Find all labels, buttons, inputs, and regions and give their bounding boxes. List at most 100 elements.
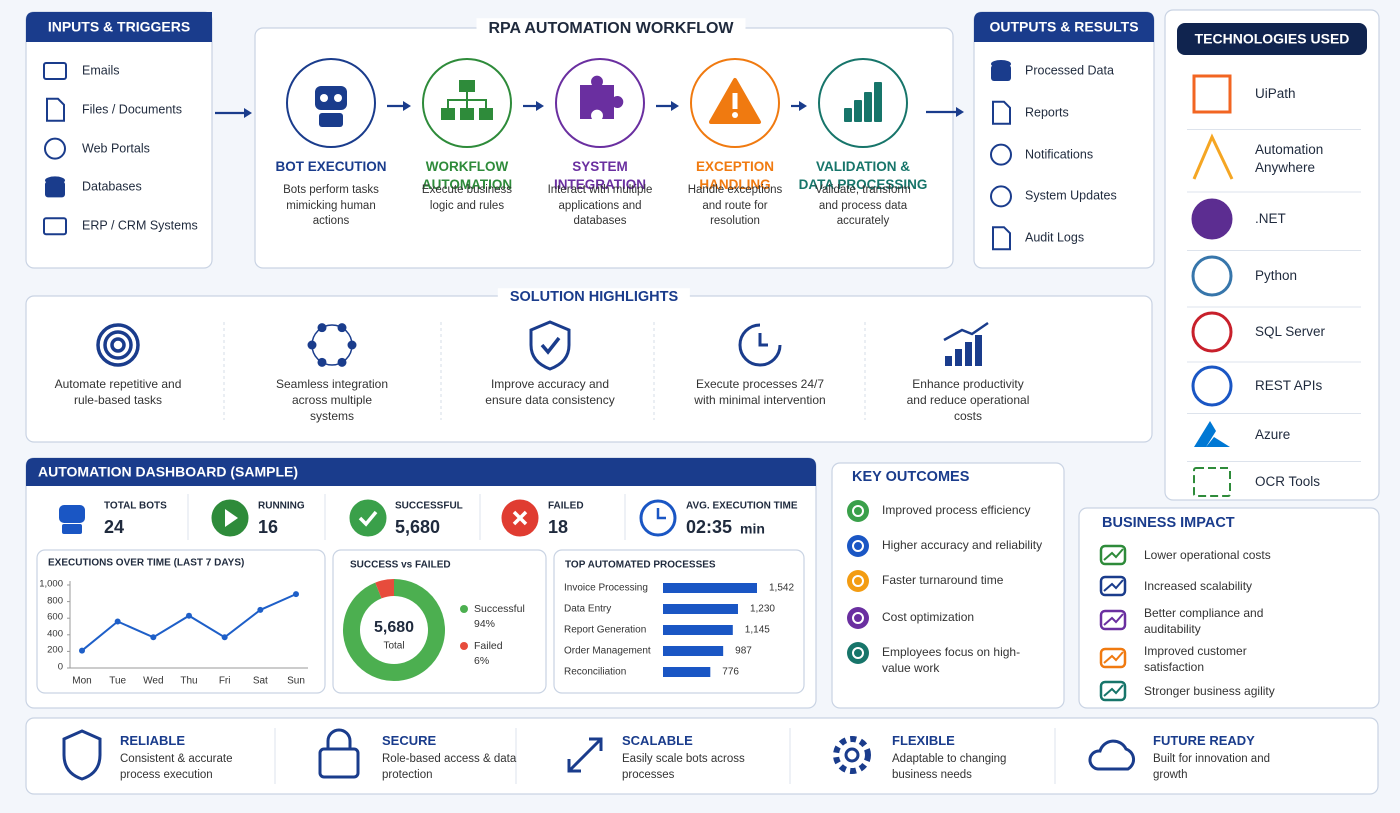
bar (663, 604, 738, 614)
impact-icon (1099, 609, 1127, 631)
impact-icon (1103, 548, 1124, 561)
point (150, 634, 157, 641)
step-icon (864, 92, 872, 122)
footer-title: SECURE (382, 733, 437, 749)
input-item: Emails (82, 63, 120, 78)
point (114, 618, 121, 625)
highlight-icon (110, 337, 126, 353)
impact-title: BUSINESS IMPACT (1102, 515, 1235, 532)
kpi-value: 5,680 (395, 516, 441, 537)
outputs-header (974, 12, 1154, 42)
impact-icon (1103, 579, 1124, 592)
chart-title: TOP AUTOMATED PROCESSES (565, 559, 716, 571)
footer-text: Built for innovation and growth (1153, 753, 1270, 781)
impact-icon (1099, 544, 1127, 566)
arrow-head (799, 101, 807, 111)
donut-center-caption: Total (383, 640, 405, 652)
donut-center-value: 5,680 (373, 619, 415, 637)
impact-text: Better compliance and auditability (1144, 606, 1264, 637)
footer-icon (844, 747, 860, 763)
footer-text: Consistent & accurate process execution (120, 753, 233, 781)
kpi-icon (358, 510, 378, 527)
y-tick-label: 200 (47, 644, 63, 656)
icon (43, 62, 67, 80)
tech-logo (1191, 311, 1233, 353)
x-tick-label: Thu (180, 675, 198, 687)
tech-name: Azure (1255, 426, 1291, 442)
step-text: Bots perform tasks mimicking human actio… (283, 184, 379, 228)
kpi-label: RUNNING (258, 500, 305, 512)
outcome-icon (852, 505, 864, 517)
outcome-icon (852, 647, 864, 659)
category-label: Data Entry (564, 603, 612, 615)
icon (46, 97, 65, 122)
footer-title: FLEXIBLE (892, 733, 955, 749)
impact-panel (1078, 507, 1380, 709)
outcome-icon (852, 540, 864, 552)
kpi-icon (225, 509, 238, 527)
outcome-text: Employees focus on high-value work (882, 645, 1021, 676)
value-label: 1,542 (769, 582, 795, 594)
technologies-header (1177, 23, 1367, 55)
highlight-text: Automate repetitive and rule-based tasks (54, 377, 182, 408)
dashboard-header (26, 458, 816, 486)
step-icon (320, 94, 328, 102)
bar (663, 583, 757, 593)
step-icon (854, 100, 862, 122)
highlights-title: SOLUTION HIGHLIGHTS (497, 288, 691, 308)
chart-title: SUCCESS vs FAILED (350, 559, 451, 571)
point (79, 647, 85, 654)
highlight-text: Enhance productivity and reduce operatio… (906, 377, 1030, 424)
kpi-icon (349, 499, 387, 537)
tech-logo (1193, 467, 1231, 497)
arrow-head (536, 101, 544, 111)
donut-segment (375, 579, 395, 599)
x-tick-label: Fri (218, 675, 231, 687)
y-tick-label: 1,000 (39, 578, 63, 590)
x-tick-label: Tue (109, 675, 127, 687)
arrow-head (244, 108, 252, 118)
category-label: Reconciliation (564, 666, 627, 678)
highlight-icon (945, 356, 952, 366)
highlight-icon (965, 342, 972, 366)
highlight-icon (103, 330, 133, 360)
legend-dot (460, 605, 468, 613)
impact-icon (1103, 613, 1124, 626)
y-tick-label: 0 (57, 661, 63, 673)
highlight-icon (955, 349, 962, 366)
y-tick-label: 400 (47, 628, 63, 640)
icon (45, 181, 65, 198)
point (221, 634, 228, 641)
category-label: Order Management (564, 645, 651, 657)
step-title: WORKFLOW AUTOMATION (421, 159, 513, 193)
input-item: ERP / CRM Systems (82, 218, 198, 233)
icon (991, 65, 1011, 81)
step-icon (459, 80, 475, 92)
step-text: Validate, transform and process data acc… (815, 184, 911, 228)
highlight-text: Execute processes 24/7 with minimal inte… (694, 377, 826, 408)
input-item: Databases (82, 179, 142, 194)
footer-icon (833, 736, 871, 774)
x-tick-label: Mon (72, 675, 92, 687)
kpi-icon (59, 505, 85, 523)
kpi-icon (62, 524, 82, 534)
legend-label: Failed (474, 639, 503, 652)
tech-logo (1191, 255, 1233, 297)
value-label: 987 (735, 645, 752, 657)
arrow-head (403, 101, 411, 111)
kpi-value: 02:35 (686, 516, 733, 537)
footer-title: RELIABLE (120, 733, 185, 749)
icon (990, 143, 1012, 166)
impact-icon (1103, 651, 1124, 664)
kpi-icon (656, 508, 666, 520)
outcome-icon (852, 612, 864, 624)
step-title: EXCEPTION HANDLING (695, 159, 774, 193)
footer-icon (326, 728, 352, 749)
icon (990, 185, 1012, 208)
point (293, 591, 299, 598)
step-icon (580, 75, 624, 119)
legend-dot (460, 642, 468, 650)
dashboard-title: AUTOMATION DASHBOARD (SAMPLE) (38, 463, 299, 480)
y-tick-label: 600 (47, 611, 63, 623)
